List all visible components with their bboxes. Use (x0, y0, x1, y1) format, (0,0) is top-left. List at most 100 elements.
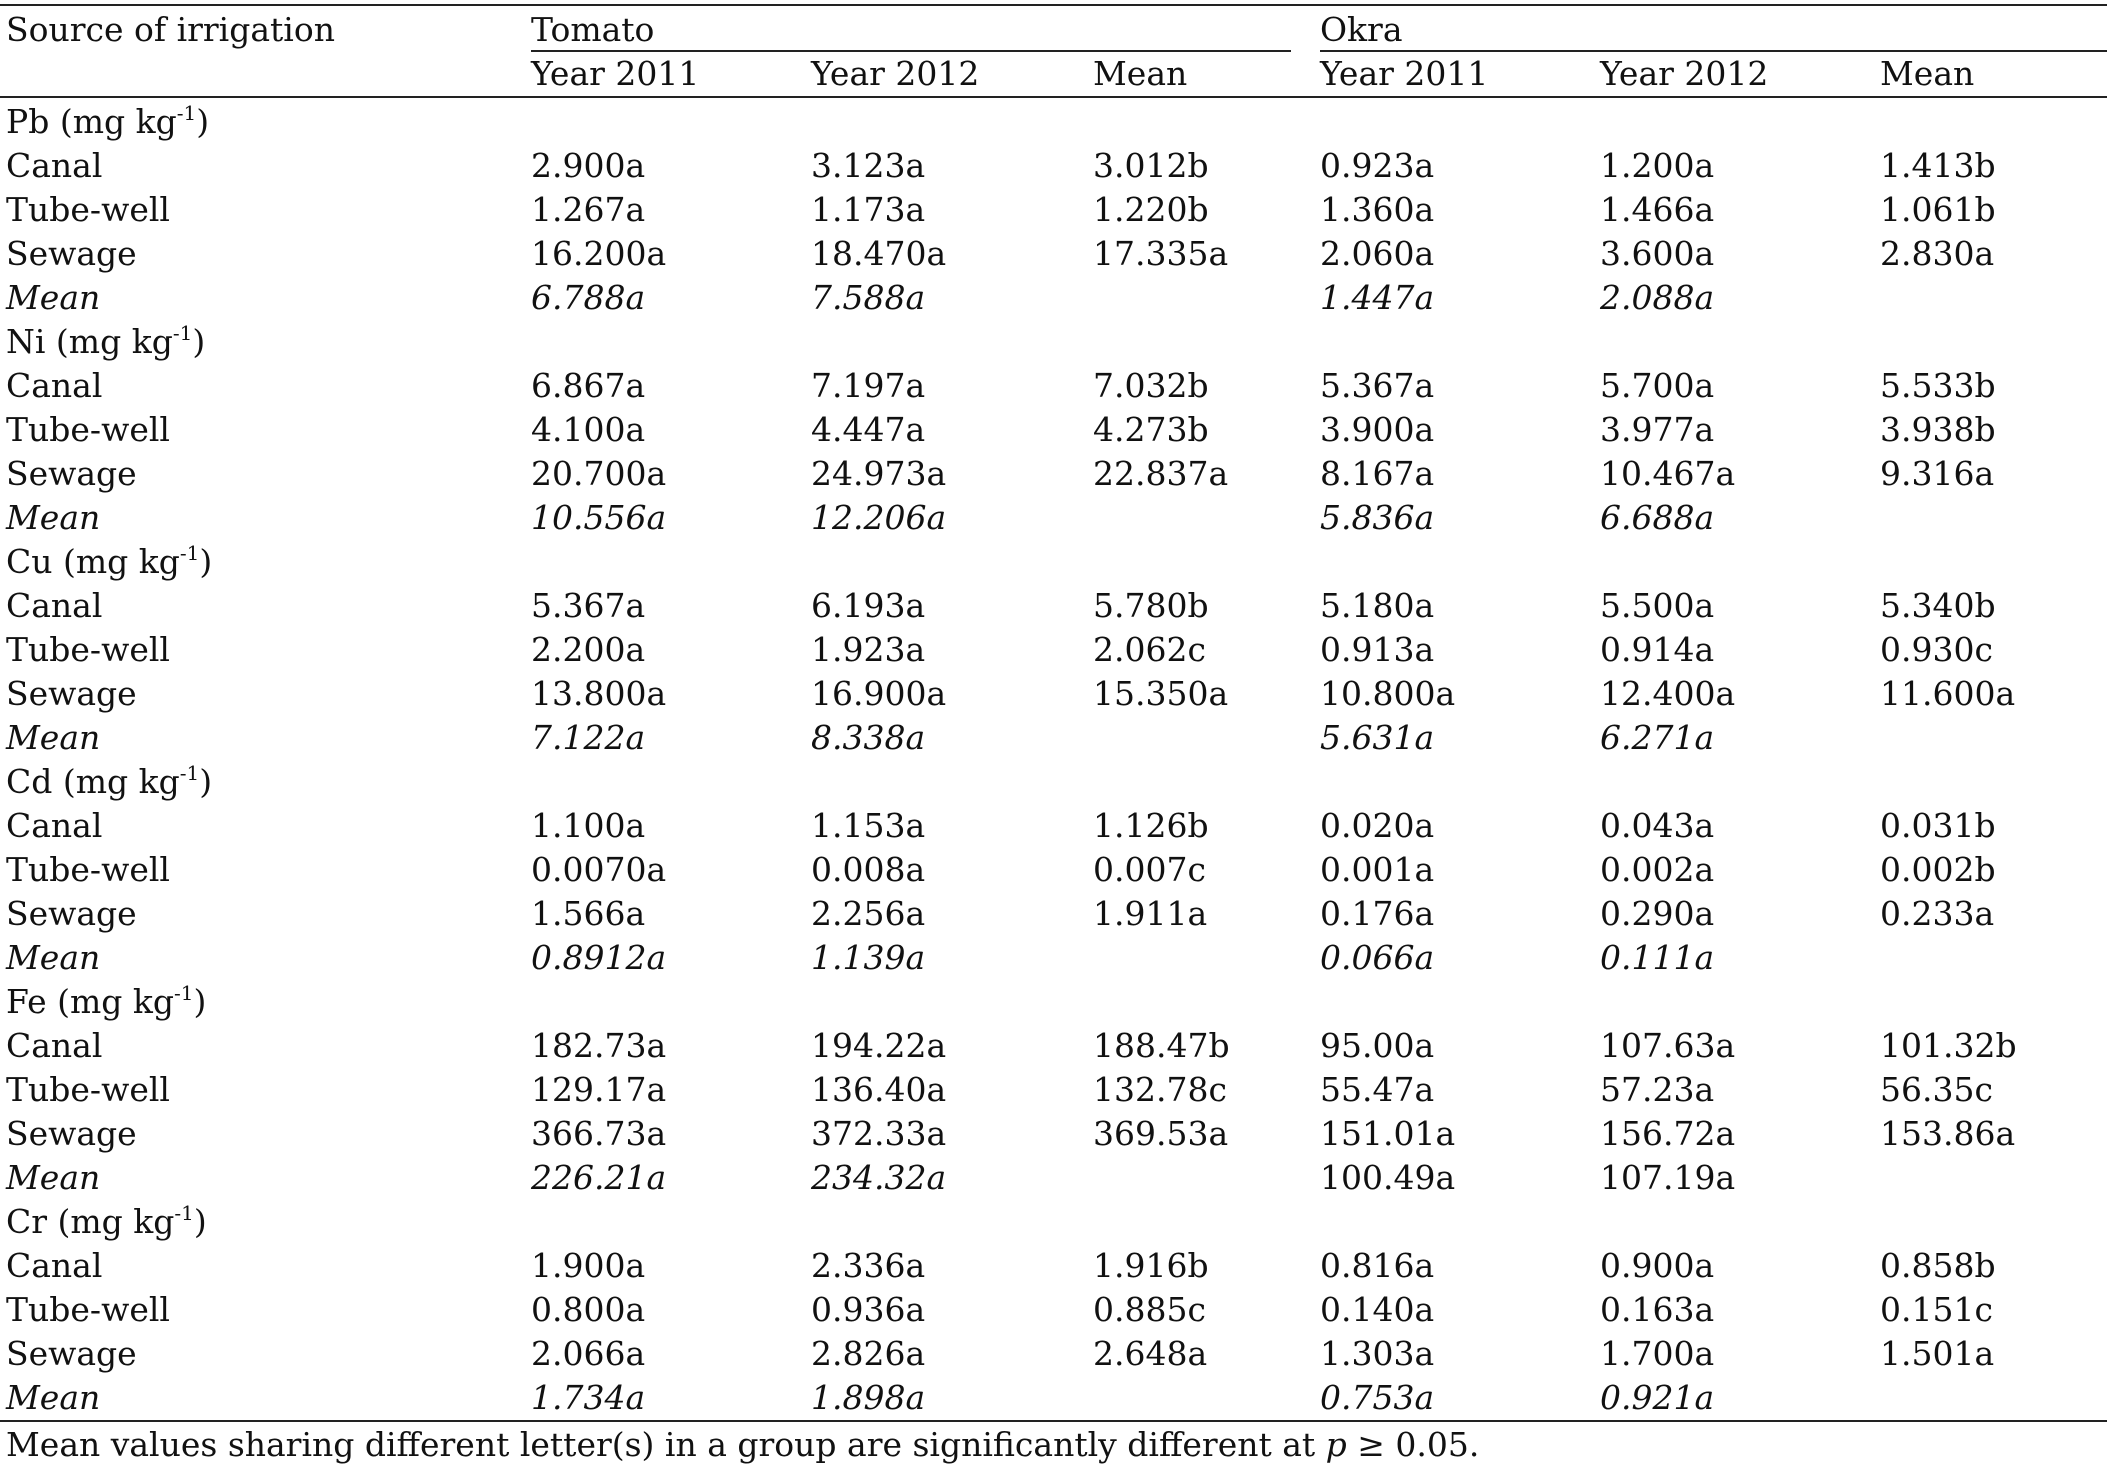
subheader-okra-mean: Mean (1880, 54, 1975, 93)
group-element-label: Fe (mg kg (6, 982, 175, 1021)
value-okra-2011: 1.303a (1320, 1334, 1435, 1373)
value-tomato-2011: 6.867a (531, 366, 646, 405)
value-tomato-2011: 0.0070a (531, 850, 667, 889)
value-okra-2011: 95.00a (1320, 1026, 1435, 1065)
value-tomato-2012: 0.008a (811, 850, 926, 889)
value-okra-2011: 0.176a (1320, 894, 1435, 933)
row-label: Sewage (6, 674, 137, 713)
value-okra-2011: 0.923a (1320, 146, 1435, 185)
value-tomato-mean: 7.032b (1093, 366, 1209, 405)
value-okra-2011: 2.060a (1320, 234, 1435, 273)
value-okra-2011: 0.020a (1320, 806, 1435, 845)
value-okra-mean: 1.413b (1880, 146, 1996, 185)
unit-exponent: -1 (179, 541, 200, 565)
value-okra-mean: 0.151c (1880, 1290, 1993, 1329)
value-okra-2012: 1.200a (1600, 146, 1715, 185)
row-label: Mean (6, 278, 101, 317)
value-tomato-2011: 2.200a (531, 630, 646, 669)
value-tomato-mean: 1.911a (1093, 894, 1208, 933)
value-okra-2012: 1.466a (1600, 190, 1715, 229)
row-label: Mean (6, 718, 101, 757)
group-element-label: Cu (mg kg (6, 542, 180, 581)
value-tomato-mean: 1.916b (1093, 1246, 1209, 1285)
subheader-okra-2011: Year 2011 (1320, 54, 1489, 93)
value-okra-2012: 0.002a (1600, 850, 1715, 889)
value-okra-mean: 1.501a (1880, 1334, 1995, 1373)
footnote: Mean values sharing different letter(s) … (6, 1423, 1479, 1467)
value-tomato-2012: 18.470a (811, 234, 947, 273)
value-okra-2012: 0.900a (1600, 1246, 1715, 1285)
value-tomato-mean: 17.335a (1093, 234, 1229, 273)
value-okra-2011: 0.001a (1320, 850, 1435, 889)
group-label: Cu (mg kg-1) (6, 540, 212, 584)
value-tomato-2011: 1.734a (531, 1378, 646, 1417)
value-okra-2012: 10.467a (1600, 454, 1736, 493)
value-okra-mean: 153.86a (1880, 1114, 2016, 1153)
row-label: Canal (6, 1246, 103, 1285)
group-element-label: Pb (mg kg (6, 102, 177, 141)
value-tomato-2012: 2.826a (811, 1334, 926, 1373)
value-tomato-2012: 1.173a (811, 190, 926, 229)
value-tomato-2012: 194.22a (811, 1026, 947, 1065)
value-tomato-2011: 2.066a (531, 1334, 646, 1373)
subheader-tomato-mean: Mean (1093, 54, 1188, 93)
value-okra-2011: 55.47a (1320, 1070, 1435, 1109)
value-tomato-mean: 3.012b (1093, 146, 1209, 185)
subheader-tomato-2011: Year 2011 (531, 54, 700, 93)
header-bottom-rule (0, 96, 2107, 98)
value-tomato-2011: 4.100a (531, 410, 646, 449)
value-tomato-2012: 0.936a (811, 1290, 926, 1329)
value-tomato-2011: 7.122a (531, 718, 646, 757)
group-label: Fe (mg kg-1) (6, 980, 206, 1024)
value-tomato-2012: 136.40a (811, 1070, 947, 1109)
value-tomato-mean: 1.126b (1093, 806, 1209, 845)
value-okra-2012: 57.23a (1600, 1070, 1715, 1109)
value-tomato-mean: 1.220b (1093, 190, 1209, 229)
value-tomato-2012: 16.900a (811, 674, 947, 713)
value-okra-2012: 107.63a (1600, 1026, 1736, 1065)
footnote-p-symbol: p (1325, 1425, 1347, 1464)
value-tomato-mean: 188.47b (1093, 1026, 1230, 1065)
value-okra-2012: 3.600a (1600, 234, 1715, 273)
value-tomato-2011: 226.21a (531, 1158, 667, 1197)
row-label: Mean (6, 1158, 101, 1197)
value-okra-mean: 9.316a (1880, 454, 1995, 493)
value-okra-2011: 5.180a (1320, 586, 1435, 625)
value-tomato-2011: 10.556a (531, 498, 667, 537)
value-tomato-2012: 8.338a (811, 718, 926, 757)
value-tomato-mean: 369.53a (1093, 1114, 1229, 1153)
value-okra-2012: 3.977a (1600, 410, 1715, 449)
row-label: Tube-well (6, 1290, 170, 1329)
subheader-okra-2012: Year 2012 (1600, 54, 1769, 93)
crop-rule-tomato (531, 50, 1291, 52)
row-label: Tube-well (6, 630, 170, 669)
value-tomato-mean: 0.885c (1093, 1290, 1206, 1329)
value-tomato-mean: 2.062c (1093, 630, 1206, 669)
value-tomato-2012: 1.139a (811, 938, 926, 977)
group-element-label: Cd (mg kg (6, 762, 180, 801)
value-okra-2011: 0.753a (1320, 1378, 1435, 1417)
row-label: Tube-well (6, 410, 170, 449)
value-okra-mean: 0.858b (1880, 1246, 1996, 1285)
unit-close: ) (199, 762, 213, 801)
value-okra-mean: 0.233a (1880, 894, 1995, 933)
value-okra-mean: 0.930c (1880, 630, 1993, 669)
value-okra-2012: 0.290a (1600, 894, 1715, 933)
group-label: Cr (mg kg-1) (6, 1200, 207, 1244)
value-tomato-2012: 1.153a (811, 806, 926, 845)
row-label: Canal (6, 806, 103, 845)
footnote-text: Mean values sharing different letter(s) … (6, 1425, 1326, 1464)
value-tomato-2011: 0.8912a (531, 938, 667, 977)
unit-close: ) (193, 982, 207, 1021)
value-okra-2012: 0.914a (1600, 630, 1715, 669)
value-okra-2012: 12.400a (1600, 674, 1736, 713)
value-okra-2012: 5.700a (1600, 366, 1715, 405)
value-okra-mean: 0.031b (1880, 806, 1996, 845)
value-okra-2012: 107.19a (1600, 1158, 1736, 1197)
value-tomato-2012: 3.123a (811, 146, 926, 185)
value-tomato-2012: 4.447a (811, 410, 926, 449)
row-label: Mean (6, 938, 101, 977)
group-label: Ni (mg kg-1) (6, 320, 205, 364)
value-tomato-2011: 1.900a (531, 1246, 646, 1285)
row-label: Canal (6, 366, 103, 405)
